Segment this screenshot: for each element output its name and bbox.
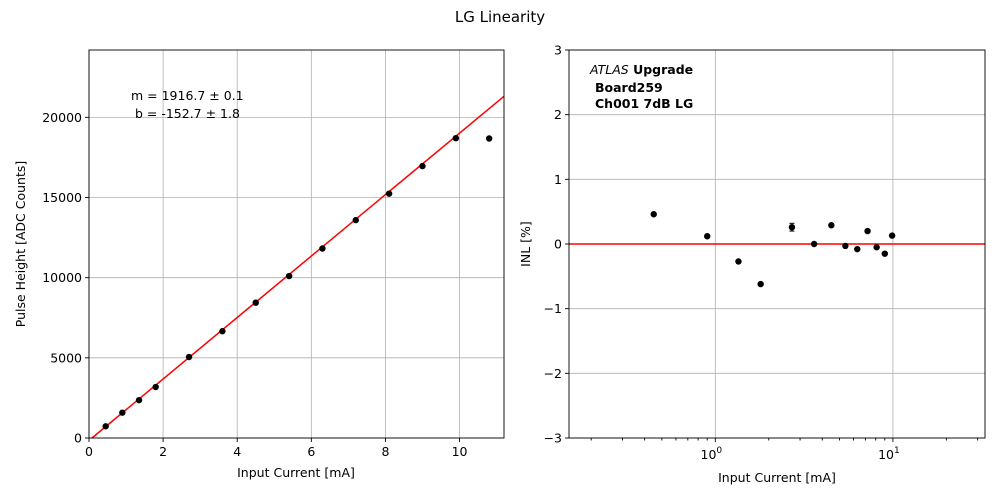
inl-xtick-label: 100 [701, 446, 723, 462]
linearity-xtick-label: 10 [452, 444, 468, 459]
atlas-label: ATLAS Upgrade [589, 62, 693, 77]
inl-ytick-label: 1 [554, 172, 562, 187]
linearity-xtick-label: 8 [381, 444, 389, 459]
linearity-data-point [152, 383, 159, 391]
inl-ylabel: INL [%] [518, 221, 533, 267]
inl-ytick-label: −3 [544, 431, 562, 446]
linearity-data-point [385, 190, 393, 197]
linearity-data-point [219, 328, 226, 335]
linearity-data-point [419, 162, 426, 170]
fit-slope-label: m = 1916.7 ± 0.1 [131, 88, 244, 103]
linearity-fit-line [91, 95, 505, 439]
figure-title: LG Linearity [455, 8, 545, 26]
fit-intercept-label: b = -152.7 ± 1.8 [131, 106, 240, 121]
linearity-xtick-label: 6 [307, 444, 315, 459]
atlas-label-italic: ATLAS [589, 62, 629, 77]
linearity-xlabel: Input Current [mA] [237, 465, 355, 480]
inl-data-point [650, 211, 657, 218]
inl-data-point [703, 233, 711, 240]
inl-xtick-label: 101 [878, 446, 900, 462]
board-label: Board259 [595, 80, 663, 95]
channel-label: Ch001 7dB LG [595, 96, 693, 111]
inl-ytick-label: −2 [544, 366, 562, 381]
linearity-ytick-label: 20000 [42, 110, 82, 125]
linearity-ylabel: Pulse Height [ADC Counts] [13, 161, 28, 327]
linearity-data-point [185, 353, 193, 361]
inl-data-point [881, 250, 888, 257]
inl-ytick-label: 2 [554, 107, 562, 122]
inl-data-point [873, 244, 880, 251]
inl-data-point [735, 258, 742, 265]
linearity-data-point [452, 134, 460, 142]
linearity-data-point [352, 216, 359, 224]
linearity-data-point [285, 272, 293, 280]
inl-xlabel: Input Current [mA] [718, 470, 836, 485]
inl-ytick-label: 3 [554, 43, 562, 58]
inl-xtick-base: 10 [701, 447, 717, 462]
linearity-ytick-label: 15000 [42, 190, 82, 205]
inl-data-point [864, 227, 871, 235]
inl-data-point [828, 222, 835, 229]
inl-data-point [842, 242, 849, 250]
linearity-ytick-label: 5000 [50, 350, 82, 365]
inl-xtick-base: 10 [878, 447, 894, 462]
linearity-data-point [102, 423, 109, 430]
linearity-axes-frame [88, 49, 505, 439]
inl-ytick-label: 0 [554, 237, 562, 252]
linearity-data-point [135, 396, 143, 404]
linearity-data-point [252, 299, 259, 306]
linearity-ytick-label: 0 [74, 431, 82, 446]
inl-data-point [854, 245, 861, 253]
linearity-xtick-label: 2 [159, 444, 167, 459]
atlas-label-bold: Upgrade [629, 62, 693, 77]
linearity-data-point [119, 409, 126, 416]
linearity-xtick-label: 4 [233, 444, 241, 459]
inl-data-point [888, 232, 896, 239]
inl-data-point [757, 280, 764, 288]
inl-points [650, 211, 896, 288]
inl-data-point [810, 240, 818, 248]
inl-data-point [788, 223, 796, 231]
linearity-ticks: 0 2 4 6 8 10 0 5000 10000 15000 20000 [42, 110, 467, 459]
inl-xtick-exponent: 1 [894, 446, 900, 456]
linearity-xtick-label: 0 [85, 444, 93, 459]
linearity-ytick-label: 10000 [42, 270, 82, 285]
linearity-points [102, 134, 493, 430]
linearity-plot: 0 2 4 6 8 10 0 5000 10000 15000 20000 Input Curren… [13, 49, 505, 480]
linearity-data-point [319, 245, 326, 252]
linearity-data-point [485, 135, 493, 142]
inl-ytick-label: −1 [544, 301, 562, 316]
inl-xtick-exponent: 0 [716, 446, 722, 456]
